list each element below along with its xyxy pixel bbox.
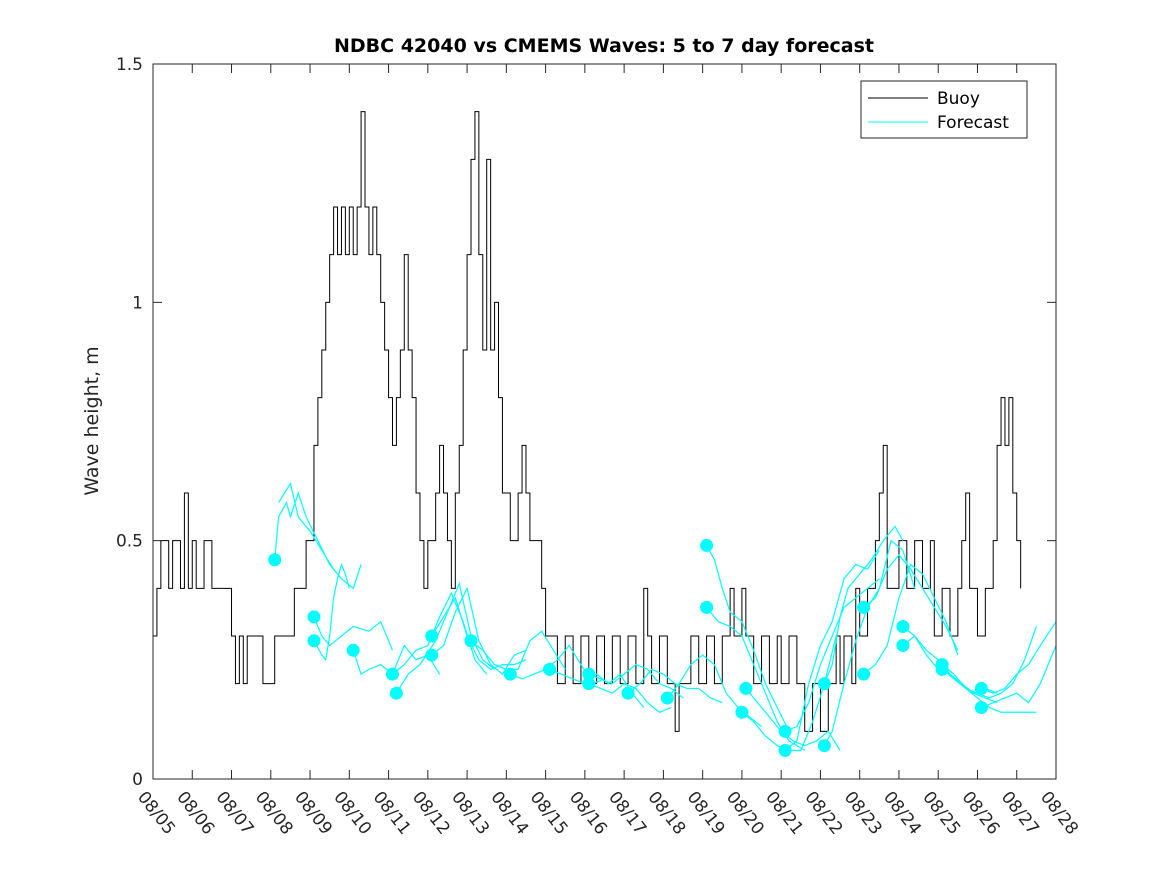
plot-frame [152,63,1057,780]
forecast-start-marker [778,743,792,757]
forecast-line [981,645,1057,709]
forecast-line [706,545,790,732]
forecast-line [941,626,1037,699]
forecast-start-marker [307,634,321,648]
forecast-start-marker [700,538,714,552]
y-tick-label: 0 [132,770,143,790]
buoy-line [153,111,1022,732]
forecast-start-marker [582,667,596,681]
forecast-start-marker [389,686,403,700]
legend-box [860,80,1028,139]
forecast-line [823,525,904,684]
forecast-start-marker [974,701,988,714]
forecast-start-marker [660,691,674,705]
forecast-line [784,549,880,751]
forecast-line [784,578,880,732]
forecast-start-marker [896,619,910,633]
forecast-start-marker [735,705,749,719]
forecast-start-marker [896,639,910,653]
forecast-line [863,554,959,651]
forecast-start-marker [778,724,792,738]
forecast-line [313,616,394,651]
forecast-line [278,481,335,570]
forecast-start-marker [817,677,831,691]
legend: Buoy Forecast [860,80,1028,139]
forecast-series [268,481,1057,757]
forecast-start-marker [582,677,596,691]
y-tick-label: 0.5 [116,532,143,552]
forecast-line [431,596,527,671]
y-axis-label: Wave height, m [81,346,103,495]
forecast-start-marker [857,600,871,614]
forecast-start-marker [700,600,714,614]
chart-title: NDBC 42040 vs CMEMS Waves: 5 to 7 day fo… [334,35,874,57]
forecast-line [863,563,959,675]
y-tick-label: 1.5 [116,55,143,75]
forecast-line [431,586,527,676]
forecast-start-marker [425,629,439,643]
forecast-line [313,562,350,662]
forecast-start-marker [974,681,988,695]
forecast-line [395,581,495,694]
forecast-line [470,630,566,670]
forecast-start-marker [346,643,360,657]
forecast-line [981,621,1057,694]
forecast-line [941,668,1037,713]
forecast-line [745,688,841,751]
forecast-start-marker [503,667,517,681]
forecast-start-marker [739,681,753,695]
forecast-start-marker [817,739,831,753]
forecast-start-marker [425,648,439,662]
forecast-start-marker [385,667,399,681]
forecast-line [588,682,672,713]
legend-label-buoy: Buoy [937,89,980,109]
forecast-line [274,491,362,590]
y-tick-label: 1 [132,293,143,313]
forecast-start-marker [307,610,321,624]
forecast-start-marker [268,553,282,567]
forecast-start-marker [935,658,949,672]
forecast-line [588,663,684,699]
legend-label-forecast: Forecast [937,113,1009,133]
forecast-line [627,668,723,704]
forecast-start-marker [621,686,635,700]
forecast-start-marker [464,634,478,648]
forecast-start-marker [543,662,557,676]
forecast-start-marker [857,667,871,681]
buoy-series [153,111,1022,732]
